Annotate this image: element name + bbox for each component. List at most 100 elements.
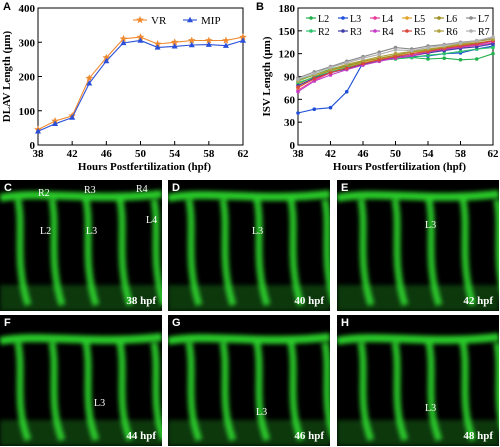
x-tick-label: 62 (238, 148, 250, 160)
y-axis-label: DLAV Length (μm) (1, 30, 13, 122)
vessel-network (337, 333, 499, 446)
timepoint-label: 40 hpf (294, 295, 324, 307)
data-point (85, 74, 94, 82)
data-point (344, 89, 349, 94)
data-point (187, 16, 193, 23)
legend-marker (405, 29, 409, 33)
x-axis-label: Hours Postfertilization (hpf) (333, 161, 467, 173)
vessel-network (0, 333, 162, 446)
y-tick-label: 400 (19, 3, 36, 15)
legend-label: L5 (414, 14, 425, 25)
data-point (35, 128, 41, 134)
legend-label: R6 (446, 27, 458, 38)
series-line (37, 36, 244, 131)
timepoint-label: 48 hpf (463, 430, 493, 442)
axial-vessel (0, 285, 162, 311)
timepoint-label: 44 hpf (126, 430, 156, 442)
vessel-network (168, 333, 330, 446)
legend-marker (469, 29, 473, 33)
vessel-image-g (168, 333, 330, 446)
panel-letter-e: E (341, 182, 349, 194)
x-tick-label: 62 (488, 148, 500, 160)
data-point (52, 120, 59, 126)
axial-vessel (168, 420, 330, 446)
isv-vessel (321, 199, 330, 300)
data-point (344, 66, 349, 70)
vessel-label: L3 (94, 398, 106, 409)
data-point (119, 34, 128, 43)
vessel-image-f (0, 333, 162, 446)
legend-label: L7 (478, 14, 489, 25)
x-tick-label: 50 (390, 148, 402, 160)
legend-marker (341, 29, 345, 33)
vessel-label: L3 (256, 407, 268, 418)
panel-letter-g: G (172, 317, 181, 329)
vessel-image-d (168, 190, 330, 311)
micrograph-d: D 40 hpf L3 (168, 180, 330, 311)
legend-marker (405, 16, 409, 20)
data-point (296, 111, 300, 115)
timepoint-label: 46 hpf (294, 430, 324, 442)
legend-marker (341, 16, 345, 20)
data-point (153, 40, 162, 48)
vessel-network (337, 190, 499, 311)
data-point (328, 105, 333, 110)
data-point (426, 45, 430, 50)
panel-letter-d: D (172, 182, 180, 194)
data-point (393, 54, 398, 59)
vessel-label: L3 (86, 226, 98, 237)
panel-letter-f: F (4, 317, 11, 329)
vessel-label: L3 (252, 226, 264, 237)
x-tick-label: 58 (455, 148, 467, 160)
data-point (103, 57, 110, 64)
timepoint-label: 42 hpf (463, 295, 493, 307)
data-point (136, 33, 145, 41)
panel-letter-c: C (4, 182, 12, 194)
data-point (377, 52, 382, 57)
data-point (170, 38, 179, 46)
data-point (296, 89, 300, 94)
vessel-image-e (337, 190, 499, 311)
data-point (377, 57, 382, 62)
y-tick-label: 100 (19, 106, 36, 118)
data-point (393, 48, 398, 52)
x-tick-label: 38 (293, 148, 305, 160)
legend-label: MIP (201, 15, 221, 27)
legend-label: VR (151, 15, 167, 27)
y-axis-label: ISV Length (μm) (261, 36, 273, 116)
y-tick-label: 0 (290, 140, 296, 152)
data-point (222, 42, 229, 48)
axial-vessel (168, 285, 330, 311)
data-point (222, 36, 230, 44)
x-tick-label: 54 (423, 148, 435, 160)
legend-label: R4 (382, 27, 394, 38)
legend-marker (437, 29, 441, 33)
vessel-label: L3 (425, 403, 437, 414)
data-point (458, 57, 463, 62)
y-tick-label: 30 (284, 117, 296, 129)
data-point (86, 80, 93, 86)
timepoint-label: 38 hpf (126, 295, 156, 307)
data-point (296, 77, 300, 82)
y-tick-label: 200 (19, 72, 36, 84)
legend-label: R5 (414, 27, 426, 38)
data-point (442, 56, 447, 61)
y-tick-label: 150 (279, 26, 296, 38)
vessel-label: R4 (136, 184, 148, 195)
vessel-network (0, 190, 162, 311)
y-tick-label: 180 (279, 3, 296, 15)
data-point (474, 38, 479, 43)
micrograph-e: E 42 hpf L3 (337, 180, 499, 311)
micrograph-f: F 44 hpf L3 (0, 315, 162, 446)
data-point (296, 85, 300, 89)
vessel-image-c (0, 190, 162, 311)
dlav-vessel (337, 190, 499, 202)
data-point (328, 65, 333, 70)
legend-label: L6 (446, 14, 457, 25)
legend-label: L3 (350, 14, 361, 25)
data-point (187, 36, 196, 44)
legend-label: R3 (350, 27, 362, 38)
isv-vessel (493, 342, 499, 426)
series-line (37, 39, 244, 132)
isv-vessel (321, 342, 330, 436)
